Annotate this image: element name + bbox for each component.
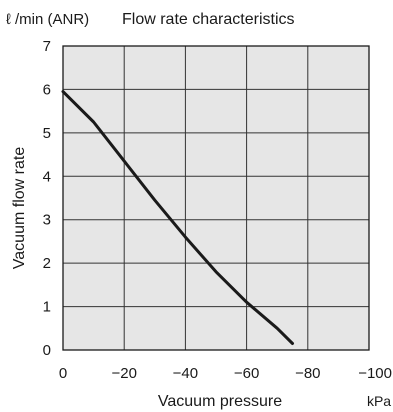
y-tick-label: 3	[43, 212, 51, 229]
y-axis-label: Vacuum flow rate	[11, 147, 28, 270]
x-tick-label: −20	[111, 365, 136, 382]
plot-area	[63, 46, 369, 350]
y-tick-label: 1	[43, 299, 51, 316]
x-axis-unit: kPa	[367, 393, 391, 409]
series-line	[61, 90, 294, 345]
y-tick-label: 6	[43, 81, 51, 98]
y-tick-label: 7	[43, 38, 51, 55]
x-tick-label: −80	[295, 365, 320, 382]
x-tick-labels: 0 −20 −40 −60 −80 −100	[59, 365, 392, 382]
x-tick-label: −40	[173, 365, 198, 382]
y-tick-label: 5	[43, 125, 51, 142]
x-tick-label: 0	[59, 365, 67, 382]
y-tick-label: 2	[43, 255, 51, 272]
y-unit-label: ℓ /min (ANR)	[6, 11, 89, 28]
y-tick-label: 4	[43, 168, 51, 185]
x-tick-label: −100	[358, 365, 392, 382]
chart-title: Flow rate characteristics	[122, 11, 295, 28]
plot-frame	[62, 45, 370, 351]
x-axis-label: Vacuum pressure	[158, 393, 282, 410]
y-tick-labels: 0 1 2 3 4 5 6 7	[43, 38, 51, 359]
y-tick-label: 0	[43, 342, 51, 359]
x-tick-label: −60	[234, 365, 259, 382]
